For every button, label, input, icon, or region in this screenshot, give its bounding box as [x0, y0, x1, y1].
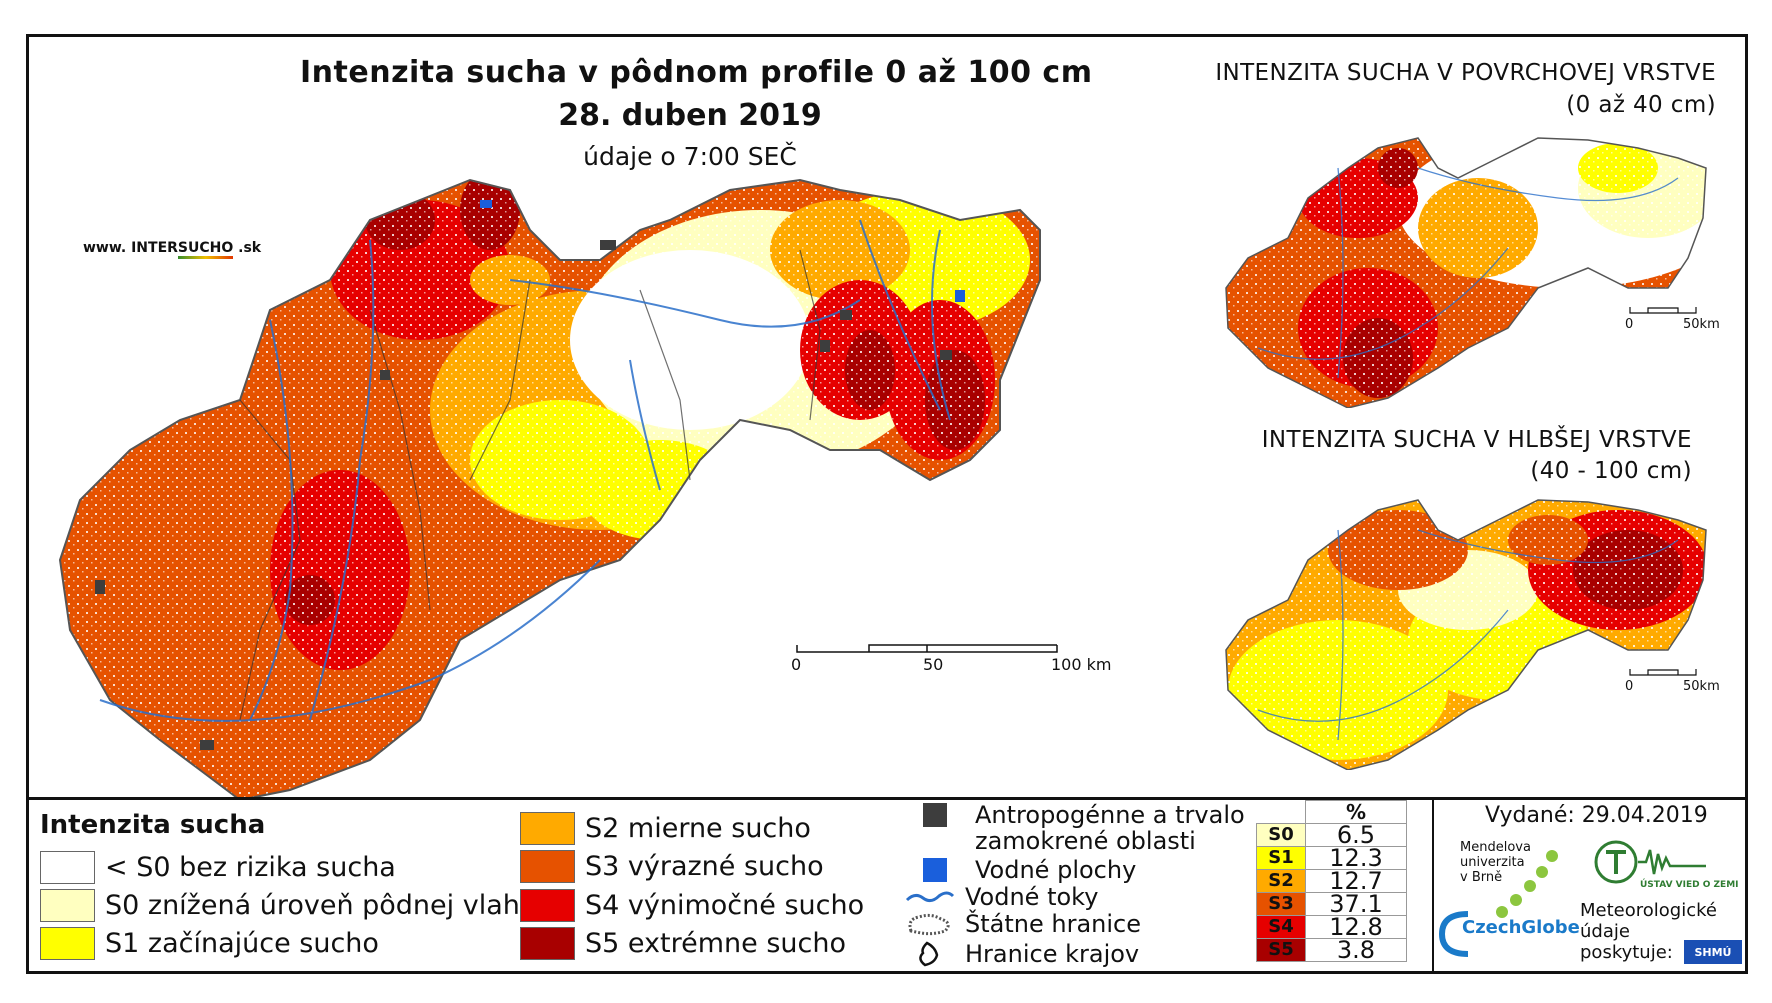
shmu-label: SHMÚ [1694, 945, 1732, 959]
state-border-icon [905, 911, 955, 937]
inset-top-scale-bar [1629, 307, 1697, 314]
legend-swatch-s1 [40, 927, 95, 960]
legend-swatch-s4 [520, 889, 575, 922]
legend-swatch-s5 [520, 927, 575, 960]
code-s2: S2 [1256, 869, 1306, 893]
table-row: S0 6.5 [1256, 823, 1407, 847]
czechglobe-label: CzechGlobe [1462, 917, 1580, 938]
value-s4: 12.8 [1305, 915, 1407, 939]
meteo-line-3: poskytuje: [1580, 942, 1673, 963]
anthropogenic-icon [915, 802, 955, 828]
main-drought-map [58, 178, 1041, 800]
legend-item-s3: S3 výrazné sucho [520, 850, 824, 883]
legend-swatch-s3 [520, 850, 575, 883]
legend-swatch-none [40, 851, 95, 884]
issued-date: Vydané: 29.04.2019 [1485, 803, 1708, 828]
uvoz-label: ÚSTAV VIED O ZEMI [1640, 880, 1739, 890]
inset-bottom-scale-50: 50km [1683, 679, 1720, 694]
website-label: www. INTERSUCHO .sk [83, 240, 261, 259]
legend-swatch-s0 [40, 889, 95, 922]
code-s0: S0 [1256, 823, 1306, 847]
czechglobe-logo-icon [1438, 911, 1469, 957]
inset-top-scale-50: 50km [1683, 317, 1720, 332]
main-scale-100: 100 km [1051, 655, 1112, 674]
percent-table: % S0 6.5 S1 12.3 S2 12.7 S3 37.1 S4 12.8… [1256, 800, 1407, 962]
region-border-icon [905, 941, 955, 967]
legend-swatch-s2 [520, 812, 575, 845]
mendel-line-3: v Brně [1460, 870, 1503, 885]
legend-item-s2: S2 mierne sucho [520, 812, 811, 845]
anthropogenic-label-2: zamokrené oblasti [975, 827, 1196, 855]
table-row: S2 12.7 [1256, 869, 1407, 893]
legend-anthropogenic: Antropogénne a trvalo zamokrené oblasti [915, 802, 1245, 854]
legend-label-s5: S5 extrémne sucho [585, 928, 846, 959]
region-border-label: Hranice krajov [965, 940, 1140, 968]
inset-top-subtitle: (0 až 40 cm) [1566, 92, 1716, 118]
main-scale-50: 50 [923, 655, 944, 674]
rivers-label: Vodné toky [965, 883, 1099, 911]
legend-label-s1: S1 začínajúce sucho [105, 928, 379, 959]
uvoz-logo-icon [1594, 840, 1706, 884]
meteo-provider-label: Meteorologické údaje poskytuje: [1580, 900, 1717, 963]
shmu-logo: SHMÚ [1684, 940, 1742, 964]
percent-header: % [1305, 800, 1407, 824]
table-row: S4 12.8 [1256, 915, 1407, 939]
map-date: 28. duben 2019 [558, 98, 822, 133]
state-border-label: Štátne hranice [965, 910, 1141, 938]
inset-top-title: INTENZITA SUCHA V POVRCHOVEJ VRSTVE [1215, 60, 1716, 86]
water-areas-label: Vodné plochy [975, 856, 1137, 884]
value-s5: 3.8 [1305, 938, 1407, 962]
code-s5: S5 [1256, 938, 1306, 962]
legend-label-s3: S3 výrazné sucho [585, 851, 824, 882]
legend-rivers: Vodné toky [905, 884, 1098, 910]
legend-state-border: Štátne hranice [905, 911, 1141, 937]
value-s2: 12.7 [1305, 869, 1407, 893]
main-scale-bar [796, 644, 1058, 653]
table-row: S5 3.8 [1256, 938, 1407, 962]
website-brand: SUCHO [177, 240, 234, 256]
mendel-logo-text: Mendelova univerzita v Brně [1460, 840, 1531, 885]
inset-bottom-scale-0: 0 [1625, 679, 1634, 694]
legend-water-areas: Vodné plochy [915, 857, 1136, 883]
legend-divider [26, 797, 1748, 800]
legend-item-s5: S5 extrémne sucho [520, 927, 846, 960]
legend-title: Intenzita sucha [40, 810, 266, 840]
table-row: S3 37.1 [1256, 892, 1407, 916]
mendel-line-2: univerzita [1460, 855, 1525, 870]
legend-label-s0: S0 znížená úroveň pôdnej vlahy [105, 890, 536, 921]
code-s1: S1 [1256, 846, 1306, 870]
legend-label-s4: S4 výnimočné sucho [585, 890, 865, 921]
table-divider [1432, 797, 1434, 974]
inset-bottom-title: INTENZITA SUCHA V HLBŠEJ VRSTVE [1261, 427, 1692, 453]
website-prefix: www. INTER [83, 240, 178, 256]
river-icon [905, 884, 955, 910]
main-scale-0: 0 [791, 655, 802, 674]
meteo-line-1: Meteorologické [1580, 900, 1717, 921]
code-s3: S3 [1256, 892, 1306, 916]
code-s4: S4 [1256, 915, 1306, 939]
anthropogenic-label-1: Antropogénne a trvalo [975, 801, 1245, 829]
mendel-dots-icon [1496, 850, 1558, 918]
inset-top-scale-0: 0 [1625, 317, 1634, 332]
inset-bottom-subtitle: (40 - 100 cm) [1530, 458, 1692, 484]
water-area-icon [915, 857, 955, 883]
legend-item-s0: S0 znížená úroveň pôdnej vlahy [40, 889, 536, 922]
meteo-line-2: údaje [1580, 921, 1630, 942]
map-title: Intenzita sucha v pôdnom profile 0 až 10… [300, 55, 1093, 90]
inset-bottom-map [1225, 499, 1707, 770]
website-suffix: .sk [233, 240, 262, 256]
map-time: údaje o 7:00 SEČ [583, 142, 797, 171]
legend-label-none: < S0 bez rizika sucha [105, 852, 396, 883]
legend-item-none: < S0 bez rizika sucha [40, 851, 396, 884]
legend-item-s4: S4 výnimočné sucho [520, 889, 864, 922]
legend-region-border: Hranice krajov [905, 941, 1139, 967]
inset-top-map [1225, 137, 1707, 408]
legend-item-s1: S1 začínajúce sucho [40, 927, 379, 960]
legend-label-s2: S2 mierne sucho [585, 813, 811, 844]
mendel-line-1: Mendelova [1460, 840, 1531, 855]
inset-bottom-scale-bar [1629, 669, 1697, 676]
